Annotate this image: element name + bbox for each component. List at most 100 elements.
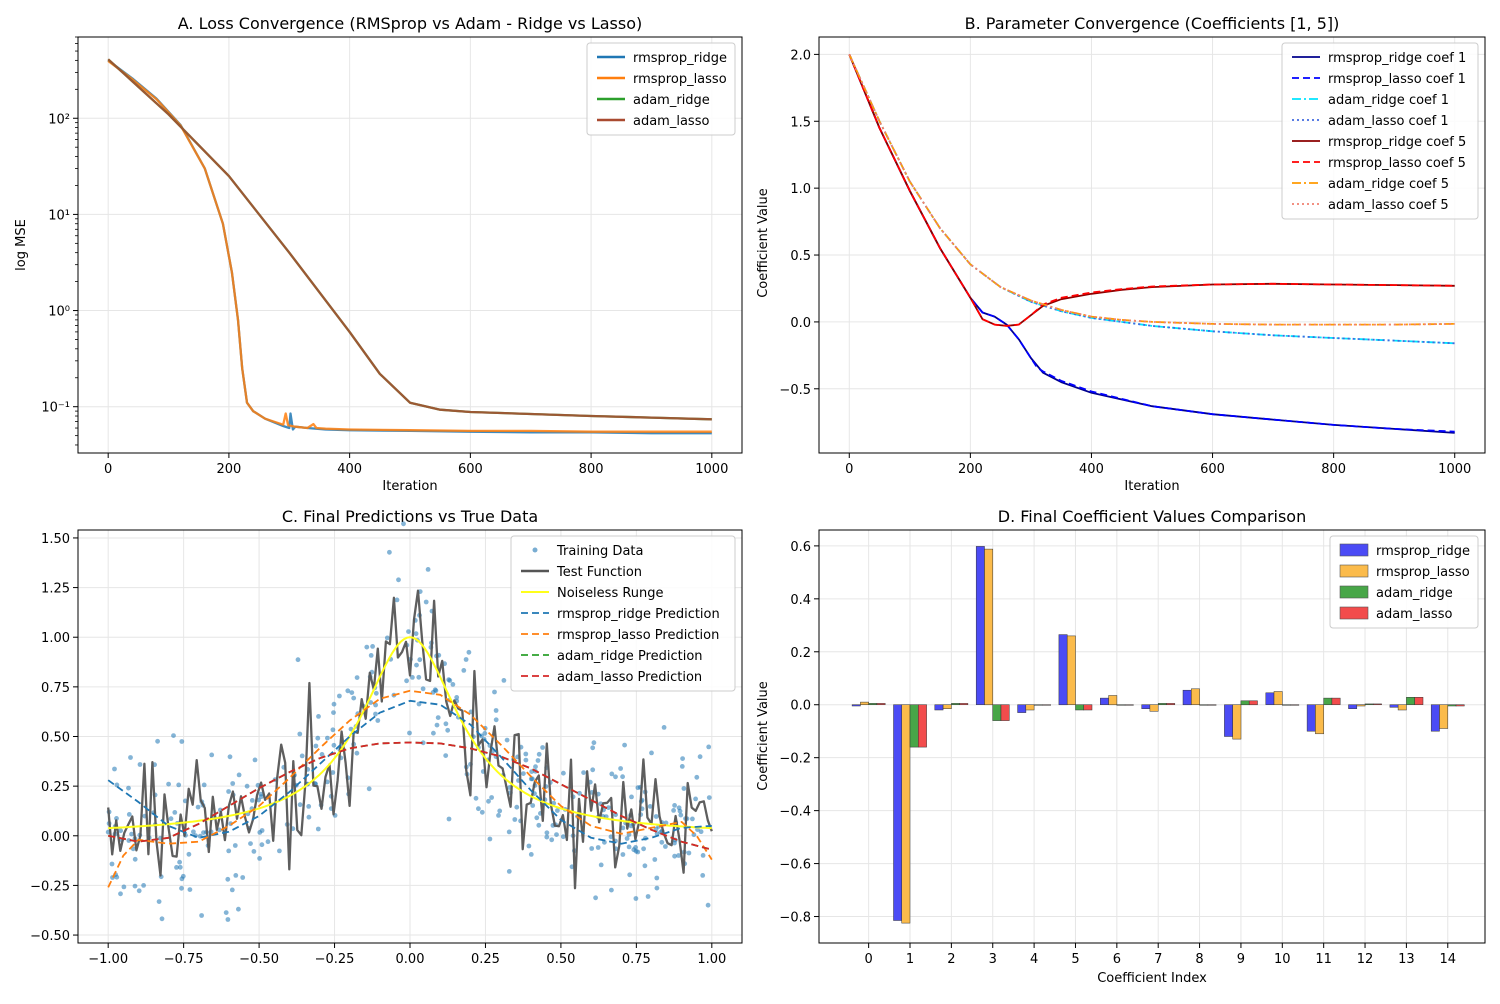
training-point: [236, 772, 242, 778]
x-tick-label: 5: [1071, 952, 1079, 967]
panel-d-axes: −0.8−0.6−0.4−0.20.00.20.40.60 1 2 3 4 5 6 7 8 9 10…: [779, 529, 1486, 967]
training-point: [244, 783, 250, 789]
training-point: [590, 767, 596, 773]
panel-d-y-label: Coefficient Value: [756, 681, 771, 791]
bar-adam-lasso-0: [876, 703, 886, 705]
training-point: [172, 810, 178, 815]
training-point: [700, 873, 706, 878]
training-point: [345, 688, 351, 694]
legend-label: rmsprop_lasso: [1376, 565, 1470, 580]
training-point: [171, 733, 176, 738]
training-point: [555, 808, 560, 813]
training-point: [277, 848, 282, 854]
training-point: [112, 766, 117, 772]
training-point: [325, 735, 330, 741]
training-point: [686, 850, 692, 856]
training-point: [240, 875, 246, 880]
training-point: [137, 762, 143, 767]
training-point: [201, 782, 207, 788]
training-point: [233, 873, 239, 878]
bar-rmsprop-lasso-9: [1232, 704, 1242, 740]
training-point: [454, 695, 460, 700]
training-point: [593, 895, 598, 901]
panel-a-y-label: log MSE: [14, 219, 29, 271]
panel-d-title: D. Final Coefficient Values Comparison: [998, 507, 1306, 526]
x-tick-label: 13: [1398, 952, 1415, 967]
training-point: [410, 675, 415, 680]
training-point: [236, 906, 241, 912]
training-point: [506, 829, 512, 835]
bar-adam-ridge-14: [1447, 704, 1457, 707]
bar-adam-ridge-0: [868, 703, 878, 705]
bar-adam-ridge-6: [1116, 704, 1126, 706]
training-point: [595, 845, 601, 850]
x-tick-label: −0.75: [164, 952, 204, 967]
training-point: [126, 785, 131, 791]
training-point: [126, 812, 132, 817]
x-tick-label: 800: [579, 462, 604, 477]
legend-label: adam_lasso: [1376, 607, 1452, 622]
training-point: [229, 887, 235, 893]
bar-rmsprop-ridge-11: [1306, 704, 1316, 732]
x-tick-label: 0.50: [546, 952, 575, 967]
training-point: [368, 700, 374, 705]
x-tick-label: 8: [1195, 952, 1203, 967]
bar-adam-ridge-7: [1157, 703, 1167, 705]
training-point: [306, 814, 312, 820]
y-tick-label: 10⁻¹: [41, 401, 70, 416]
training-point: [620, 774, 625, 780]
prediction-line-adam-lasso-prediction: [108, 741, 713, 851]
bar-rmsprop-lasso-14: [1439, 704, 1449, 729]
legend-label: rmsprop_lasso: [633, 72, 727, 87]
training-point: [259, 828, 265, 833]
training-point: [672, 803, 677, 808]
training-point: [544, 830, 550, 836]
training-point: [697, 754, 703, 760]
training-point: [624, 836, 630, 841]
bar-adam-lasso-7: [1166, 703, 1176, 705]
x-tick-label: 0.00: [396, 952, 425, 967]
training-point: [420, 686, 426, 692]
panel-a-axes: 0 200 400 600 800 1000 10⁻¹ 10⁰ 10¹ 10²: [41, 36, 743, 477]
training-point: [653, 814, 659, 819]
training-point: [423, 599, 429, 605]
x-tick-label: 2: [947, 952, 955, 967]
training-point: [476, 806, 481, 812]
x-tick-label: 800: [1321, 462, 1346, 477]
training-point: [349, 690, 355, 695]
legend-label: adam_lasso coef 1: [1328, 114, 1449, 129]
training-point: [496, 813, 501, 818]
prediction-line-rmsprop-lasso-prediction: [107, 689, 713, 888]
training-point: [501, 678, 507, 683]
training-point: [463, 657, 469, 662]
x-tick-label: 14: [1439, 952, 1456, 967]
training-point: [417, 657, 423, 663]
y-tick-label: 1.5: [790, 115, 811, 130]
panel-c: C. Final Predictions vs True Data −1.00−…: [30, 507, 743, 967]
panel-d-legend: rmsprop_ridge rmsprop_lasso adam_ridgeadam…: [1329, 535, 1479, 629]
training-point: [492, 689, 497, 695]
x-tick-label: 1: [906, 952, 914, 967]
training-point: [265, 839, 271, 845]
bar-adam-ridge-11: [1323, 697, 1333, 705]
training-point: [690, 816, 695, 822]
training-point: [186, 851, 192, 857]
training-point: [536, 822, 542, 828]
training-point: [129, 831, 135, 837]
legend-entry-rmsprop-lasso: rmsprop_lasso: [1339, 564, 1470, 580]
training-point: [179, 739, 185, 744]
bar-rmsprop-ridge-10: [1265, 692, 1275, 705]
training-point: [168, 816, 174, 822]
legend-label: rmsprop_ridge Prediction: [557, 607, 720, 622]
legend-label: rmsprop_ridge: [1376, 544, 1470, 559]
training-point: [199, 913, 205, 918]
training-point: [337, 693, 342, 699]
training-point: [678, 812, 684, 818]
training-point: [166, 781, 172, 787]
test-function-line: [107, 589, 713, 890]
training-point: [466, 649, 472, 655]
y-tick-label: 0.4: [790, 593, 811, 608]
bar-adam-lasso-6: [1124, 704, 1134, 706]
bar-rmsprop-ridge-12: [1348, 704, 1358, 709]
legend-patch: [1339, 585, 1369, 599]
